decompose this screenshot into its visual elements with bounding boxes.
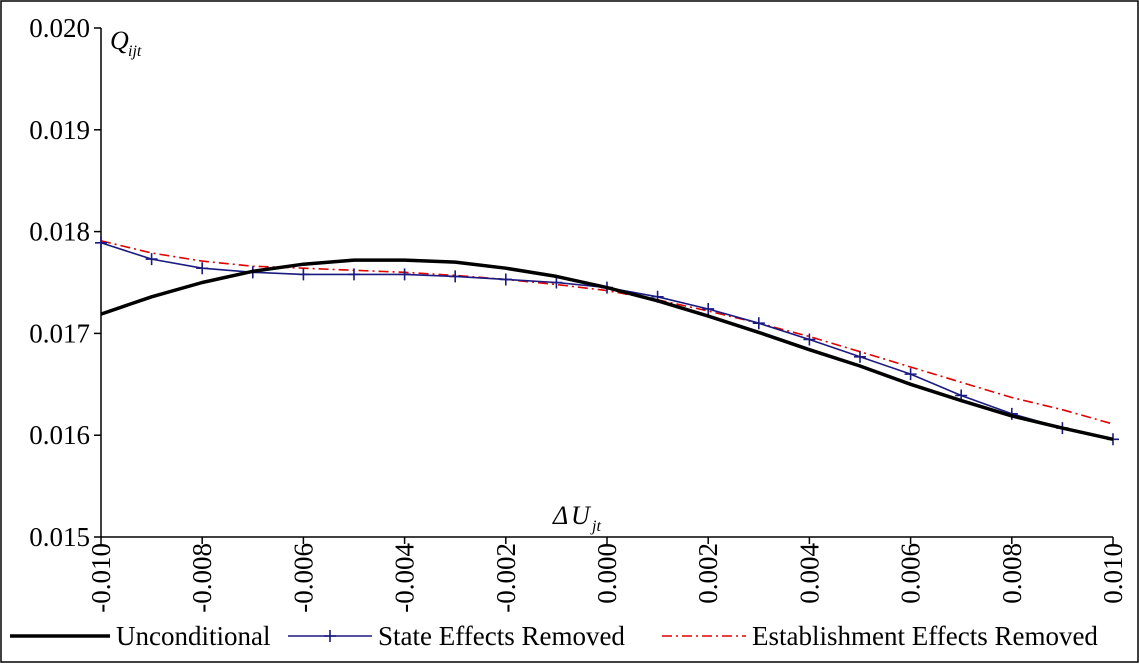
- legend: Unconditional State Effects Removed Establ…: [10, 621, 1098, 651]
- series-layer: [95, 236, 1119, 446]
- x-tick-label: 0.004: [794, 543, 824, 604]
- series-marker: [803, 333, 816, 346]
- series-marker: [297, 268, 310, 281]
- x-tick-label: -0.004: [390, 543, 420, 613]
- x-tick-label: 0.002: [693, 543, 723, 604]
- series-marker: [904, 368, 917, 381]
- series-marker: [702, 302, 715, 315]
- legend-marker: [324, 630, 336, 642]
- y-tick-label: 0.020: [29, 13, 90, 43]
- series-marker: [550, 276, 563, 289]
- y-tick-label: 0.019: [29, 115, 90, 145]
- y-tick-label: 0.017: [29, 318, 90, 348]
- x-axis-title: U: [571, 501, 592, 530]
- x-tick-label: -0.006: [288, 543, 318, 613]
- series-marker: [348, 268, 360, 281]
- series-marker: [95, 236, 107, 249]
- x-tick-label: 0.006: [896, 543, 926, 604]
- x-axis-title-delta: Δ: [552, 501, 568, 530]
- legend-label-1: State Effects Removed: [378, 621, 625, 651]
- series-marker: [499, 273, 512, 286]
- series-marker: [854, 350, 866, 363]
- y-axis-title: Q: [110, 26, 129, 55]
- y-tick-label: 0.018: [29, 217, 90, 247]
- series-marker: [752, 317, 765, 330]
- series-marker: [145, 253, 158, 266]
- series-marker: [196, 262, 209, 275]
- y-axis-title-subscript: ijt: [128, 43, 142, 60]
- x-tick-label: 0.000: [592, 543, 622, 604]
- x-tick-label: 0.008: [997, 543, 1027, 604]
- series-line-0: [100, 258, 1114, 442]
- legend-label-2: Establishment Effects Removed: [752, 621, 1098, 651]
- series-marker: [398, 268, 411, 281]
- y-tick-label: 0.016: [29, 420, 90, 450]
- y-tick-label: 0.015: [29, 522, 90, 552]
- x-tick-label: 0.010: [1098, 543, 1128, 604]
- x-tick-label: -0.008: [187, 543, 217, 613]
- x-tick-label: -0.010: [86, 543, 116, 613]
- x-axis-title-subscript: jt: [590, 518, 601, 535]
- axes: 0.015 0.016 0.017 0.018 0.019 0.020 -0.010 -0.0…: [29, 13, 1128, 613]
- x-tick-label: -0.002: [491, 543, 521, 613]
- legend-label-0: Unconditional: [116, 621, 270, 651]
- series-marker: [449, 270, 462, 283]
